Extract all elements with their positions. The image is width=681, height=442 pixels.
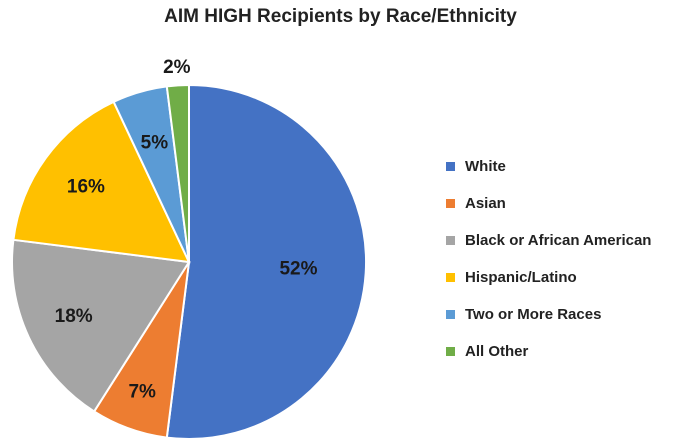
legend-swatch-two-or-more-races [446,310,455,319]
legend-label-hispanic-latino: Hispanic/Latino [465,269,577,286]
data-label-all-other: 2% [163,57,191,78]
legend-label-asian: Asian [465,195,506,212]
legend-swatch-asian [446,199,455,208]
data-label-two-or-more-races: 5% [141,133,169,154]
legend-swatch-white [446,162,455,171]
legend-item-black-or-african-american: Black or African American [446,222,681,259]
data-label-hispanic-latino: 16% [67,177,105,198]
legend-label-black-or-african-american: Black or African American [465,232,652,249]
data-label-asian: 7% [128,381,156,402]
data-label-black-or-african-american: 18% [55,306,93,327]
legend-item-white: White [446,148,681,185]
pie-slice-white [165,83,367,440]
legend-item-hispanic-latino: Hispanic/Latino [446,259,681,296]
legend-item-all-other: All Other [446,333,681,370]
legend-swatch-all-other [446,347,455,356]
legend-item-two-or-more-races: Two or More Races [446,296,681,333]
pie-slice-black-or-african-american [11,238,191,413]
legend-item-asian: Asian [446,185,681,222]
legend-label-two-or-more-races: Two or More Races [465,306,602,323]
legend-label-all-other: All Other [465,343,529,360]
legend: White Asian Black or African American Hi… [446,148,681,370]
chart-title: AIM HIGH Recipients by Race/Ethnicity [164,6,517,27]
legend-swatch-black-or-african-american [446,236,455,245]
legend-label-white: White [465,158,506,175]
legend-swatch-hispanic-latino [446,273,455,282]
data-label-white: 52% [279,258,317,279]
pie-slice-all-other [165,83,190,263]
pie-slice-hispanic-latino [12,100,191,264]
